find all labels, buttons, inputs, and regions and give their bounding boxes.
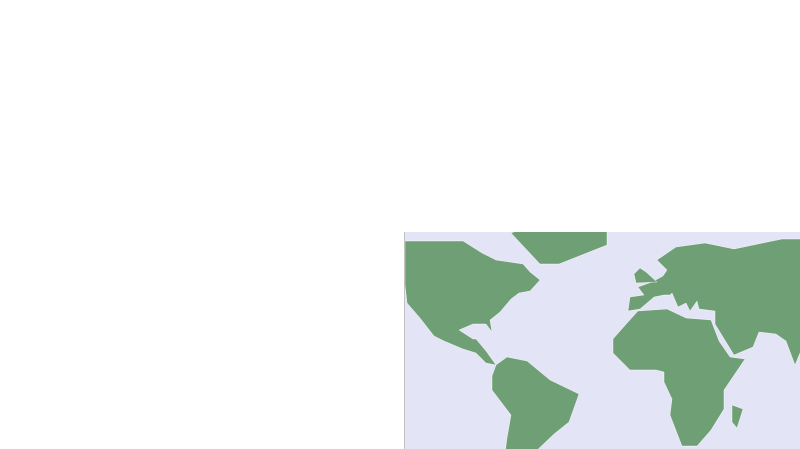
- africa: [612, 308, 746, 447]
- map-panel: [405, 232, 800, 449]
- eurasia: [627, 238, 800, 366]
- north-america: [405, 240, 541, 366]
- madagascar: [731, 404, 744, 429]
- south-america: [491, 356, 580, 449]
- greenland: [510, 232, 608, 265]
- britain: [633, 267, 658, 284]
